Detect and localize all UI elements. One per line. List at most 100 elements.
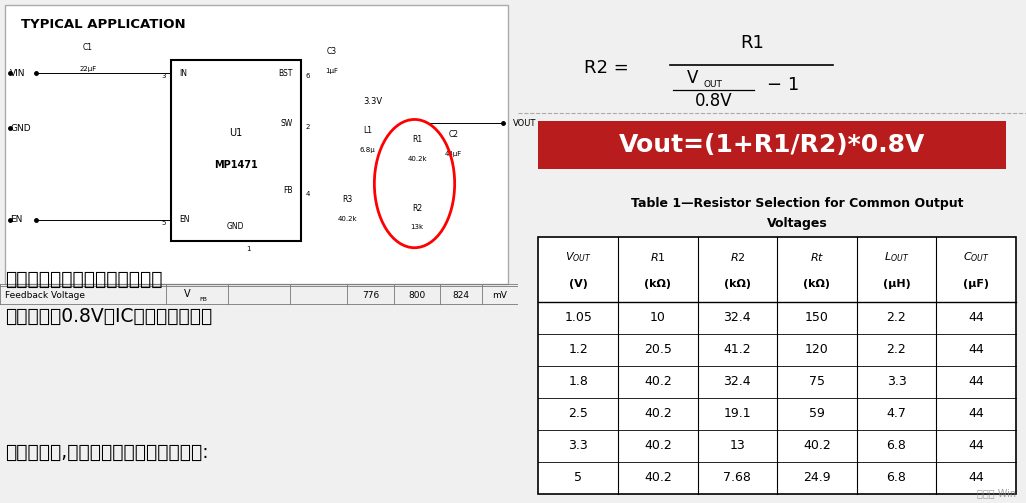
Text: 41.2: 41.2: [723, 343, 751, 356]
Text: Voltages: Voltages: [767, 217, 828, 230]
Text: 32.4: 32.4: [723, 375, 751, 388]
Text: 20.5: 20.5: [644, 343, 672, 356]
Text: U1: U1: [229, 128, 242, 138]
Text: 824: 824: [452, 291, 470, 299]
Text: 1.8: 1.8: [568, 375, 588, 388]
Text: 6.8: 6.8: [886, 439, 906, 452]
Bar: [171, 60, 301, 241]
Text: 44: 44: [969, 471, 984, 484]
Text: IN: IN: [179, 68, 187, 77]
Text: 1.05: 1.05: [564, 311, 592, 324]
Text: 2.2: 2.2: [886, 343, 906, 356]
Text: 1μF: 1μF: [325, 68, 339, 74]
Bar: [5, 5, 508, 284]
Text: 800: 800: [408, 291, 426, 299]
Text: 0.8V: 0.8V: [695, 92, 733, 110]
Text: (V): (V): [568, 279, 588, 289]
Text: 40.2: 40.2: [644, 375, 672, 388]
Text: C3: C3: [326, 47, 337, 56]
Text: 实际应用中,建议参考规格书列举的搭配:: 实际应用中,建议参考规格书列举的搭配:: [5, 443, 209, 462]
Text: 4: 4: [306, 191, 310, 197]
Text: mV: mV: [492, 291, 508, 299]
Text: 40.2: 40.2: [644, 439, 672, 452]
Text: MP1471: MP1471: [213, 160, 258, 171]
Text: 可以根据现有的电阻物料作调整: 可以根据现有的电阻物料作调整: [5, 270, 163, 289]
Text: 32.4: 32.4: [723, 311, 751, 324]
Text: 4.7: 4.7: [886, 407, 906, 421]
Text: Vout=(1+R1/R2)*0.8V: Vout=(1+R1/R2)*0.8V: [619, 133, 925, 156]
Text: TYPICAL APPLICATION: TYPICAL APPLICATION: [21, 18, 186, 31]
Text: $C_{OUT}$: $C_{OUT}$: [962, 250, 989, 264]
Text: 3.3: 3.3: [886, 375, 906, 388]
Text: (kΩ): (kΩ): [803, 279, 830, 289]
Text: Feedback Voltage: Feedback Voltage: [5, 291, 85, 299]
Text: 44μF: 44μF: [444, 151, 462, 157]
Text: 44: 44: [969, 375, 984, 388]
Text: 44: 44: [969, 343, 984, 356]
Text: EN: EN: [179, 215, 189, 224]
Text: R1: R1: [740, 34, 763, 52]
Text: 40.2: 40.2: [644, 407, 672, 421]
Text: 22μF: 22μF: [79, 65, 96, 71]
Text: (kΩ): (kΩ): [724, 279, 751, 289]
Text: 2: 2: [306, 124, 310, 130]
Text: R2 =: R2 =: [584, 59, 629, 77]
Text: EN: EN: [10, 215, 23, 224]
Text: GND: GND: [227, 222, 244, 231]
Text: 激光王 Win: 激光王 Win: [977, 488, 1016, 498]
Text: (μF): (μF): [963, 279, 989, 289]
Text: $L_{OUT}$: $L_{OUT}$: [883, 250, 909, 264]
Text: 10: 10: [649, 311, 666, 324]
Text: 6.8μ: 6.8μ: [360, 147, 376, 153]
Text: 6: 6: [306, 73, 310, 79]
Text: 2.2: 2.2: [886, 311, 906, 324]
Text: 40.2: 40.2: [803, 439, 831, 452]
Text: Table 1—Resistor Selection for Common Output: Table 1—Resistor Selection for Common Ou…: [631, 197, 963, 210]
Text: GND: GND: [10, 124, 31, 133]
Text: 1: 1: [246, 246, 250, 253]
Text: C2: C2: [448, 130, 459, 139]
Text: R2: R2: [412, 204, 422, 213]
Bar: [539, 121, 1005, 169]
Text: 3.3V: 3.3V: [363, 97, 383, 106]
Text: L1: L1: [363, 126, 372, 135]
Text: $R1$: $R1$: [649, 250, 666, 263]
Text: 120: 120: [805, 343, 829, 356]
Text: C1: C1: [83, 43, 93, 52]
Text: 7.68: 7.68: [723, 471, 751, 484]
Text: (μH): (μH): [882, 279, 910, 289]
Bar: [539, 237, 1016, 494]
Text: 75: 75: [808, 375, 825, 388]
Text: 3: 3: [161, 73, 166, 79]
Text: 13k: 13k: [410, 224, 424, 230]
Text: 6.8: 6.8: [886, 471, 906, 484]
Text: 19.1: 19.1: [723, 407, 751, 421]
Text: 40.2k: 40.2k: [338, 216, 357, 222]
Text: 1.2: 1.2: [568, 343, 588, 356]
Text: V: V: [184, 289, 191, 298]
Text: 150: 150: [805, 311, 829, 324]
Text: $V_{OUT}$: $V_{OUT}$: [565, 250, 592, 264]
Text: 5: 5: [161, 220, 166, 226]
Text: 776: 776: [362, 291, 379, 299]
Text: 40.2: 40.2: [644, 471, 672, 484]
Text: FB: FB: [199, 297, 207, 301]
Text: 40.2k: 40.2k: [407, 156, 427, 162]
Text: VOUT: VOUT: [513, 119, 537, 128]
Text: R1: R1: [412, 135, 422, 144]
Text: 44: 44: [969, 407, 984, 421]
Text: V: V: [687, 69, 699, 87]
Text: 计算公式中0.8V是IC设计的反馈电压: 计算公式中0.8V是IC设计的反馈电压: [5, 307, 212, 326]
Text: − 1: − 1: [767, 76, 799, 94]
Text: 5: 5: [575, 471, 582, 484]
Text: 2.5: 2.5: [568, 407, 588, 421]
Text: $Rt$: $Rt$: [810, 250, 824, 263]
Text: (kΩ): (kΩ): [644, 279, 671, 289]
Text: 44: 44: [969, 439, 984, 452]
Text: VIN: VIN: [10, 68, 26, 77]
Text: 24.9: 24.9: [803, 471, 831, 484]
Text: 44: 44: [969, 311, 984, 324]
Text: R3: R3: [342, 195, 352, 204]
Text: FB: FB: [283, 186, 292, 195]
Text: BST: BST: [278, 68, 292, 77]
